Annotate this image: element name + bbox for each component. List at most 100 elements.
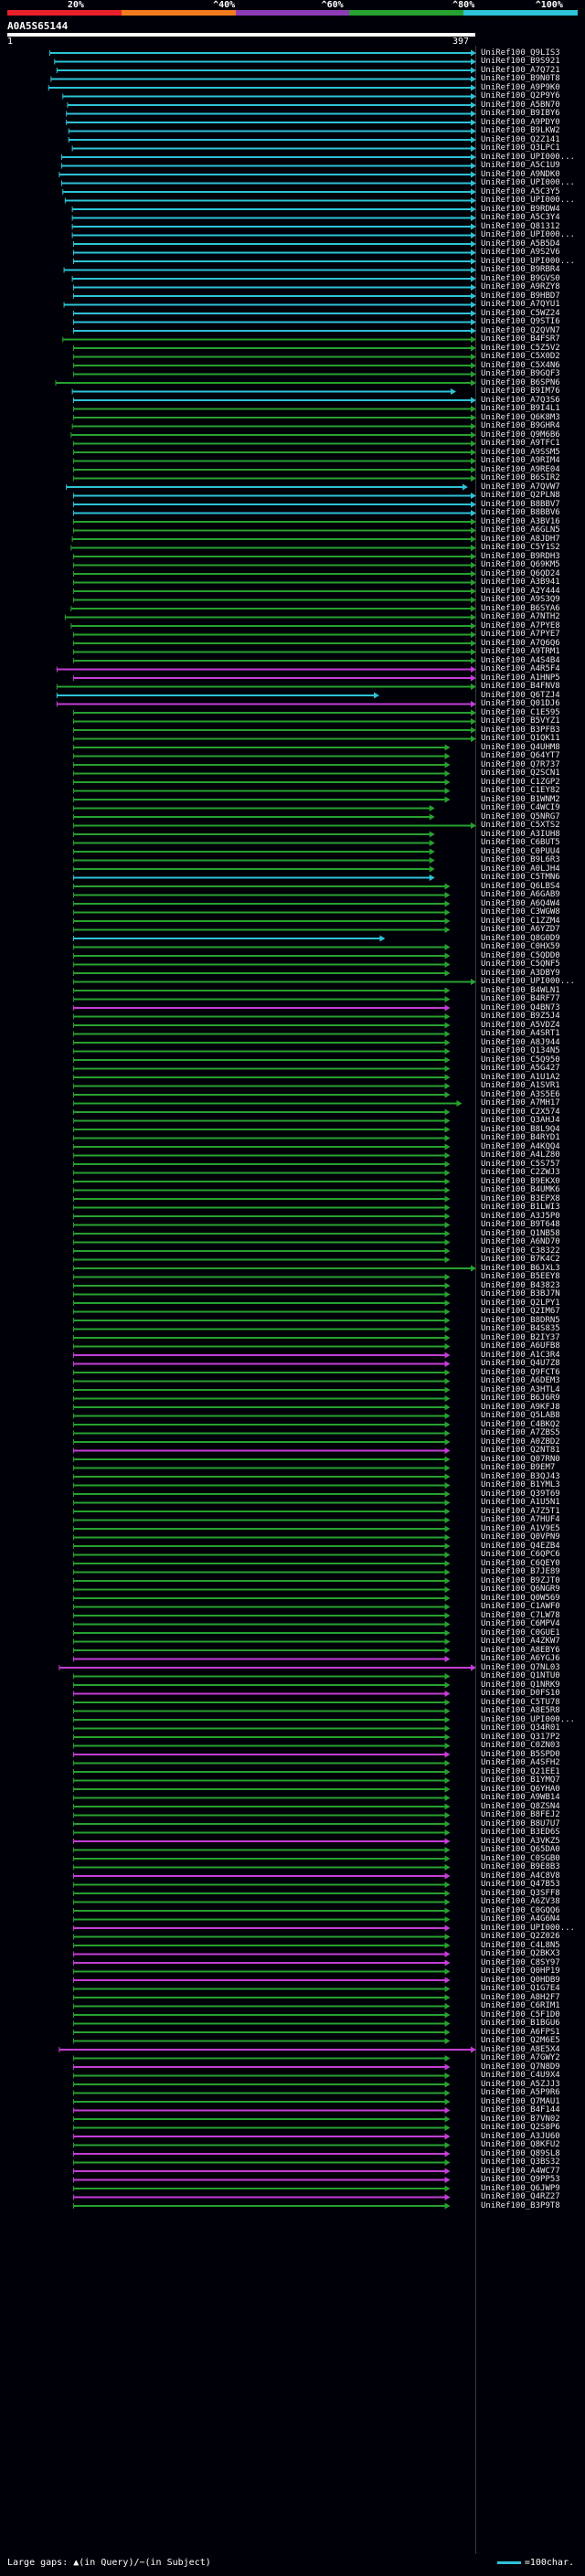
- hit-label[interactable]: UniRef100_Q3BS32: [481, 2157, 560, 2167]
- hit-label[interactable]: UniRef100_B3BJ7N: [481, 1289, 560, 1299]
- hit-label[interactable]: UniRef100_A9TFC1: [481, 439, 560, 448]
- hit-label[interactable]: UniRef100_C8SY97: [481, 1957, 560, 1967]
- hit-label[interactable]: UniRef100_Q2LPY1: [481, 1298, 560, 1308]
- hit-label[interactable]: UniRef100_UPI000...: [481, 1923, 575, 1933]
- hit-label[interactable]: UniRef100_B9EM7: [481, 1463, 556, 1472]
- hit-label[interactable]: UniRef100_C6BUT5: [481, 838, 560, 847]
- hit-label[interactable]: UniRef100_B6J6R9: [481, 1394, 560, 1403]
- hit-label[interactable]: UniRef100_Q34R01: [481, 1723, 560, 1733]
- hit-label[interactable]: UniRef100_B3PFB3: [481, 725, 560, 735]
- hit-label[interactable]: UniRef100_Q2NT81: [481, 1446, 560, 1455]
- hit-label[interactable]: UniRef100_Q4UHM8: [481, 742, 560, 752]
- hit-label[interactable]: UniRef100_Q2Z026: [481, 1932, 560, 1941]
- hit-label[interactable]: UniRef100_C5XTS2: [481, 821, 560, 830]
- hit-label[interactable]: UniRef100_Q0W569: [481, 1593, 560, 1603]
- hit-label[interactable]: UniRef100_A4SRT1: [481, 1029, 560, 1038]
- hit-label[interactable]: UniRef100_B4FSR7: [481, 334, 560, 344]
- hit-label[interactable]: UniRef100_A8EBY6: [481, 1645, 560, 1655]
- hit-label[interactable]: UniRef100_Q4RZ27: [481, 2192, 560, 2201]
- hit-label[interactable]: UniRef100_A3B941: [481, 578, 560, 587]
- hit-label[interactable]: UniRef100_Q2IM67: [481, 1307, 560, 1316]
- hit-label[interactable]: UniRef100_Q47B53: [481, 1880, 560, 1889]
- hit-label[interactable]: UniRef100_B4RYD1: [481, 1133, 560, 1142]
- hit-label[interactable]: UniRef100_C4U9X4: [481, 2071, 560, 2080]
- hit-label[interactable]: UniRef100_B4FNV8: [481, 682, 560, 691]
- hit-label[interactable]: UniRef100_Q6LBS4: [481, 881, 560, 891]
- hit-label[interactable]: UniRef100_A9SSM5: [481, 447, 560, 457]
- hit-label[interactable]: UniRef100_A6Q4W4: [481, 898, 560, 908]
- hit-label[interactable]: UniRef100_B6JXL3: [481, 1263, 560, 1273]
- hit-label[interactable]: UniRef100_C2ZWJ3: [481, 1168, 560, 1177]
- hit-label[interactable]: UniRef100_A3BV16: [481, 516, 560, 526]
- hit-label[interactable]: UniRef100_Q1NTU0: [481, 1671, 560, 1680]
- hit-label[interactable]: UniRef100_A9RE04: [481, 464, 560, 474]
- hit-label[interactable]: UniRef100_A9S2V6: [481, 248, 560, 257]
- hit-label[interactable]: UniRef100_B9GQF3: [481, 369, 560, 378]
- hit-label[interactable]: UniRef100_A5B5D4: [481, 239, 560, 249]
- hit-label[interactable]: UniRef100_B4UMK6: [481, 1185, 560, 1194]
- hit-label[interactable]: UniRef100_A6FPS1: [481, 2027, 560, 2037]
- hit-label[interactable]: UniRef100_Q3SFF8: [481, 1888, 560, 1898]
- hit-label[interactable]: UniRef100_Q2Z141: [481, 134, 560, 144]
- hit-label[interactable]: UniRef100_A7PYE7: [481, 630, 560, 639]
- hit-label[interactable]: UniRef100_Q317P2: [481, 1732, 560, 1742]
- hit-label[interactable]: UniRef100_C5QDD0: [481, 950, 560, 960]
- hit-label[interactable]: UniRef100_C1AWF0: [481, 1602, 560, 1611]
- hit-label[interactable]: UniRef100_B43823: [481, 1280, 560, 1290]
- hit-label[interactable]: UniRef100_B9S921: [481, 57, 560, 66]
- hit-label[interactable]: UniRef100_A9S3Q9: [481, 595, 560, 604]
- hit-label[interactable]: UniRef100_C4BKQ2: [481, 1419, 560, 1429]
- hit-label[interactable]: UniRef100_A9NDK0: [481, 169, 560, 179]
- hit-label[interactable]: UniRef100_C0HX59: [481, 942, 560, 951]
- hit-label[interactable]: UniRef100_Q7NL03: [481, 1662, 560, 1672]
- hit-label[interactable]: UniRef100_Q6TZJ4: [481, 690, 560, 700]
- hit-label[interactable]: UniRef100_UPI000...: [481, 152, 575, 162]
- hit-label[interactable]: UniRef100_Q1NRK9: [481, 1680, 560, 1690]
- hit-label[interactable]: UniRef100_B2IY37: [481, 1332, 560, 1342]
- hit-label[interactable]: UniRef100_Q7N8D9: [481, 2062, 560, 2072]
- hit-label[interactable]: UniRef100_C1E595: [481, 707, 560, 717]
- hit-label[interactable]: UniRef100_B6SYA6: [481, 603, 560, 613]
- hit-label[interactable]: UniRef100_C0ZN03: [481, 1741, 560, 1750]
- hit-label[interactable]: UniRef100_Q1G7E4: [481, 1984, 560, 1993]
- hit-label[interactable]: UniRef100_B4RF77: [481, 994, 560, 1003]
- hit-label[interactable]: UniRef100_A8H2F7: [481, 1992, 560, 2002]
- hit-label[interactable]: UniRef100_Q9M6B6: [481, 429, 560, 440]
- hit-label[interactable]: UniRef100_A6GAB9: [481, 890, 560, 899]
- hit-label[interactable]: UniRef100_A7ZBS5: [481, 1428, 560, 1437]
- hit-label[interactable]: UniRef100_A4S4B4: [481, 655, 560, 665]
- hit-label[interactable]: UniRef100_A7Z5T1: [481, 1506, 560, 1516]
- hit-label[interactable]: UniRef100_A6GLN5: [481, 525, 560, 535]
- hit-label[interactable]: UniRef100_B4F144: [481, 2105, 560, 2115]
- hit-label[interactable]: UniRef100_Q0HP19: [481, 1966, 560, 1976]
- hit-label[interactable]: UniRef100_A5BN70: [481, 100, 560, 110]
- hit-label[interactable]: UniRef100_C0GQQ6: [481, 1905, 560, 1915]
- hit-label[interactable]: UniRef100_B8FEJ2: [481, 1810, 560, 1819]
- hit-label[interactable]: UniRef100_A9P9K0: [481, 82, 560, 92]
- hit-label[interactable]: UniRef100_C5Q950: [481, 1055, 560, 1065]
- hit-label[interactable]: UniRef100_A4G6N4: [481, 1914, 560, 1924]
- hit-label[interactable]: UniRef100_B9IBY6: [481, 109, 560, 118]
- hit-label[interactable]: UniRef100_Q1NB58: [481, 1228, 560, 1238]
- hit-label[interactable]: UniRef100_C6QPC6: [481, 1550, 560, 1559]
- hit-label[interactable]: UniRef100_A1C3R4: [481, 1350, 560, 1360]
- hit-label[interactable]: UniRef100_A4KQQ4: [481, 1141, 560, 1151]
- hit-label[interactable]: UniRef100_A8J944: [481, 1037, 560, 1047]
- hit-label[interactable]: UniRef100_B9HBD7: [481, 291, 560, 301]
- hit-label[interactable]: UniRef100_A5G427: [481, 1064, 560, 1073]
- hit-label[interactable]: UniRef100_B9RDH3: [481, 551, 560, 561]
- hit-label[interactable]: UniRef100_B7JE89: [481, 1567, 560, 1576]
- hit-label[interactable]: UniRef100_A5ZJJ3: [481, 2079, 560, 2089]
- hit-label[interactable]: UniRef100_A7Q3S6: [481, 395, 560, 405]
- hit-label[interactable]: UniRef100_Q89SL8: [481, 2148, 560, 2158]
- hit-label[interactable]: UniRef100_A9KFJ8: [481, 1402, 560, 1412]
- hit-label[interactable]: UniRef100_A3VKZ5: [481, 1836, 560, 1846]
- hit-label[interactable]: UniRef100_C6RIM1: [481, 2001, 560, 2010]
- hit-label[interactable]: UniRef100_B5EEY8: [481, 1272, 560, 1281]
- hit-label[interactable]: UniRef100_Q2BKX3: [481, 1949, 560, 1958]
- hit-label[interactable]: UniRef100_Q0HDB9: [481, 1975, 560, 1985]
- hit-label[interactable]: UniRef100_C5WZ24: [481, 308, 560, 318]
- hit-label[interactable]: UniRef100_A5C1U9: [481, 161, 560, 170]
- hit-label[interactable]: UniRef100_D0FS10: [481, 1689, 560, 1698]
- hit-label[interactable]: UniRef100_C6QEY0: [481, 1558, 560, 1568]
